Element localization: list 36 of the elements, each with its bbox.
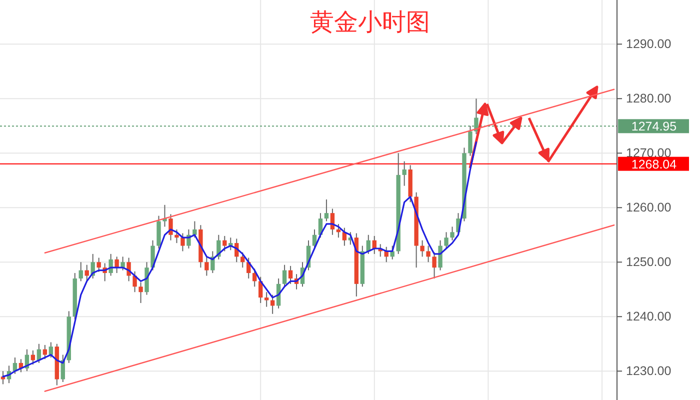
candlestick bbox=[288, 265, 293, 284]
candlestick bbox=[432, 252, 436, 279]
candlestick bbox=[438, 240, 442, 271]
candlestick bbox=[204, 256, 209, 276]
ref-line-label: 1268.04 bbox=[631, 157, 677, 172]
candlestick bbox=[174, 228, 179, 244]
candlestick bbox=[426, 245, 430, 263]
y-tick-label: 1290.00 bbox=[626, 37, 672, 52]
y-tick-label: 1260.00 bbox=[626, 200, 672, 215]
candlestick bbox=[138, 282, 143, 304]
ref-line-label: 1274.95 bbox=[631, 120, 677, 134]
y-tick-label: 1250.00 bbox=[626, 255, 672, 270]
y-tick-label: 1230.00 bbox=[626, 364, 672, 378]
candlestick bbox=[42, 344, 48, 360]
candlestick bbox=[264, 292, 269, 308]
candlestick bbox=[150, 240, 155, 271]
candlestick bbox=[96, 257, 101, 272]
candlestick bbox=[48, 342, 54, 358]
candlestick bbox=[240, 252, 245, 268]
candlestick bbox=[420, 240, 424, 258]
candlestick bbox=[324, 198, 329, 222]
candlestick bbox=[132, 270, 137, 293]
y-tick-label: 1280.00 bbox=[626, 92, 672, 106]
chart-title: 黄金小时图 bbox=[310, 9, 430, 36]
candlestick bbox=[180, 232, 185, 252]
candlestick bbox=[192, 220, 197, 238]
candlestick bbox=[222, 235, 227, 252]
y-tick-label: 1240.00 bbox=[626, 310, 672, 324]
candlestick bbox=[162, 204, 167, 228]
candlestick bbox=[114, 256, 119, 274]
candlestick bbox=[120, 256, 125, 271]
candlestick bbox=[450, 226, 454, 241]
candlestick bbox=[78, 262, 83, 282]
candlestick bbox=[402, 160, 406, 186]
candlestick bbox=[282, 264, 287, 288]
candlestick bbox=[444, 232, 448, 249]
